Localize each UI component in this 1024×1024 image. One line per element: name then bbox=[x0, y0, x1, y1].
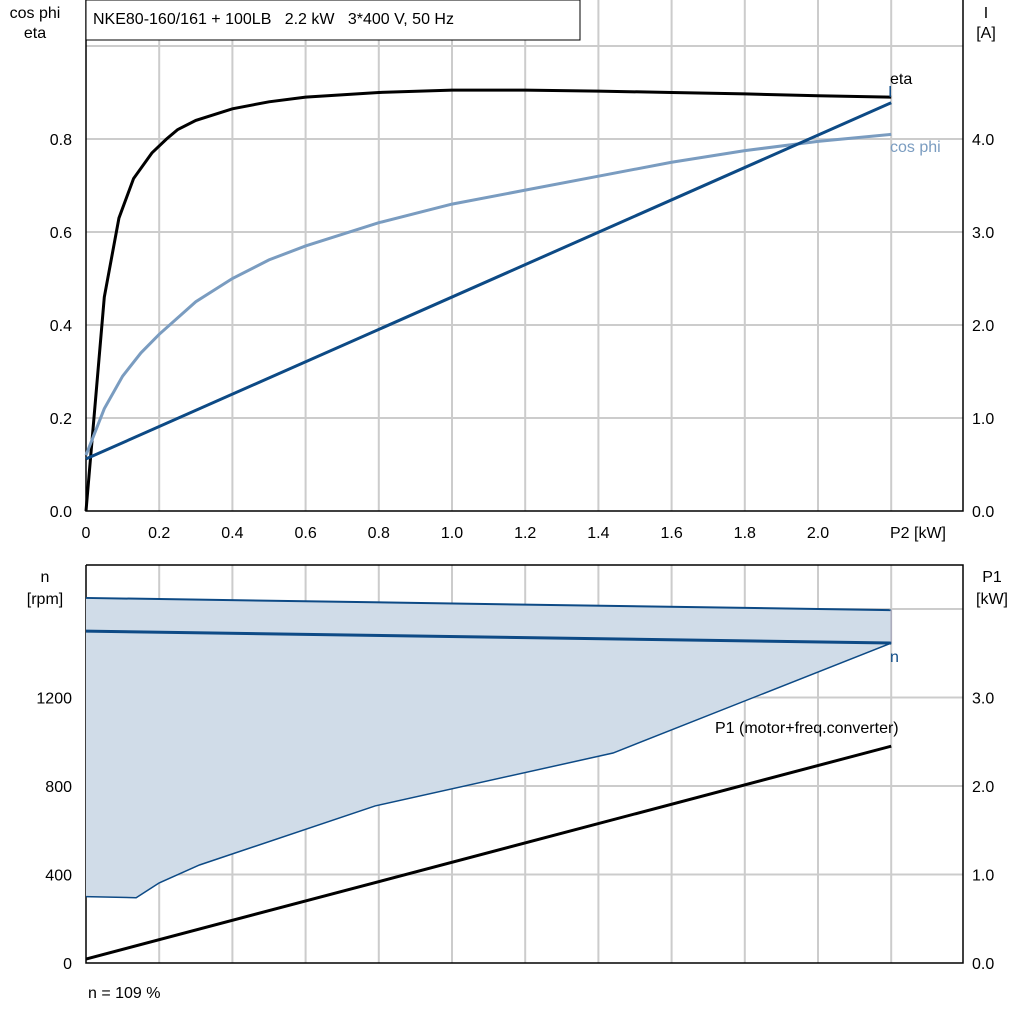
y2-tick-label: 3.0 bbox=[972, 691, 994, 708]
y-axis-label: [rpm] bbox=[27, 591, 63, 608]
series-label: cos phi bbox=[890, 139, 941, 156]
y-tick-label: 0.4 bbox=[50, 318, 72, 335]
y2-tick-label: 3.0 bbox=[972, 225, 994, 242]
band-upper-line bbox=[85, 596, 892, 612]
y-tick-label: 0.2 bbox=[50, 411, 72, 428]
y-tick-label: 0.8 bbox=[50, 132, 72, 149]
y2-tick-label: 2.0 bbox=[972, 779, 994, 796]
series-P1 bbox=[85, 744, 892, 961]
y2-tick-label: 0.0 bbox=[972, 956, 994, 973]
chart-title: NKE80-160/161 + 100LB 2.2 kW 3*400 V, 50… bbox=[93, 11, 454, 28]
top-axes bbox=[85, 0, 964, 512]
series-label: I bbox=[888, 84, 892, 101]
band-lower-line bbox=[85, 642, 892, 899]
y-tick-label: 800 bbox=[45, 779, 72, 796]
x-axis-label: P2 [kW] bbox=[890, 525, 946, 542]
x-tick-label: 1.6 bbox=[660, 525, 682, 542]
top-grid bbox=[85, 0, 964, 512]
speed-note: n = 109 % bbox=[88, 985, 161, 1002]
y2-axis-label: [A] bbox=[976, 25, 996, 42]
x-tick-label: 2.0 bbox=[807, 525, 829, 542]
x-tick-label: 1.0 bbox=[441, 525, 463, 542]
y2-tick-label: 1.0 bbox=[972, 411, 994, 428]
x-tick-label: 1.2 bbox=[514, 525, 536, 542]
x-tick-label: 0.2 bbox=[148, 525, 170, 542]
chart-labels: 0 0.2 0.4 0.6 0.8 1.0 1.2 1.4 1.6 1.8 2.0 P2 [kW] 0.… bbox=[10, 0, 1008, 1002]
series-I bbox=[85, 101, 892, 461]
y-tick-label: 0.6 bbox=[50, 225, 72, 242]
x-tick-label: 1.8 bbox=[734, 525, 756, 542]
series-label: n bbox=[890, 649, 899, 666]
series-label: eta bbox=[890, 71, 912, 88]
x-tick-label: 1.4 bbox=[587, 525, 609, 542]
y2-tick-label: 2.0 bbox=[972, 318, 994, 335]
series-n bbox=[85, 629, 892, 645]
y2-tick-label: 0.0 bbox=[972, 504, 994, 521]
speed-range-band bbox=[86, 597, 892, 898]
x-tick-label: 0.4 bbox=[221, 525, 243, 542]
chart-marks bbox=[84, 88, 892, 961]
y2-axis-label: I bbox=[984, 5, 988, 22]
y-tick-label: 0 bbox=[63, 956, 72, 973]
y-axis-label: eta bbox=[24, 25, 46, 42]
title-box bbox=[85, 0, 581, 41]
y2-axis-label: [kW] bbox=[976, 591, 1008, 608]
series-cos-phi bbox=[84, 132, 892, 456]
y-axis-label: n bbox=[41, 569, 50, 586]
x-tick-label: 0 bbox=[82, 525, 91, 542]
y-axis-label: cos phi bbox=[10, 5, 61, 22]
series-eta bbox=[84, 88, 892, 512]
x-tick-label: 0.8 bbox=[368, 525, 390, 542]
y-tick-label: 1200 bbox=[36, 691, 72, 708]
y2-tick-label: 1.0 bbox=[972, 868, 994, 885]
x-tick-label: 0.6 bbox=[294, 525, 316, 542]
y-tick-label: 0.0 bbox=[50, 504, 72, 521]
y2-axis-label: P1 bbox=[982, 569, 1002, 586]
y-tick-label: 400 bbox=[45, 868, 72, 885]
series-label: P1 (motor+freq.converter) bbox=[715, 720, 899, 737]
y2-tick-label: 4.0 bbox=[972, 132, 994, 149]
